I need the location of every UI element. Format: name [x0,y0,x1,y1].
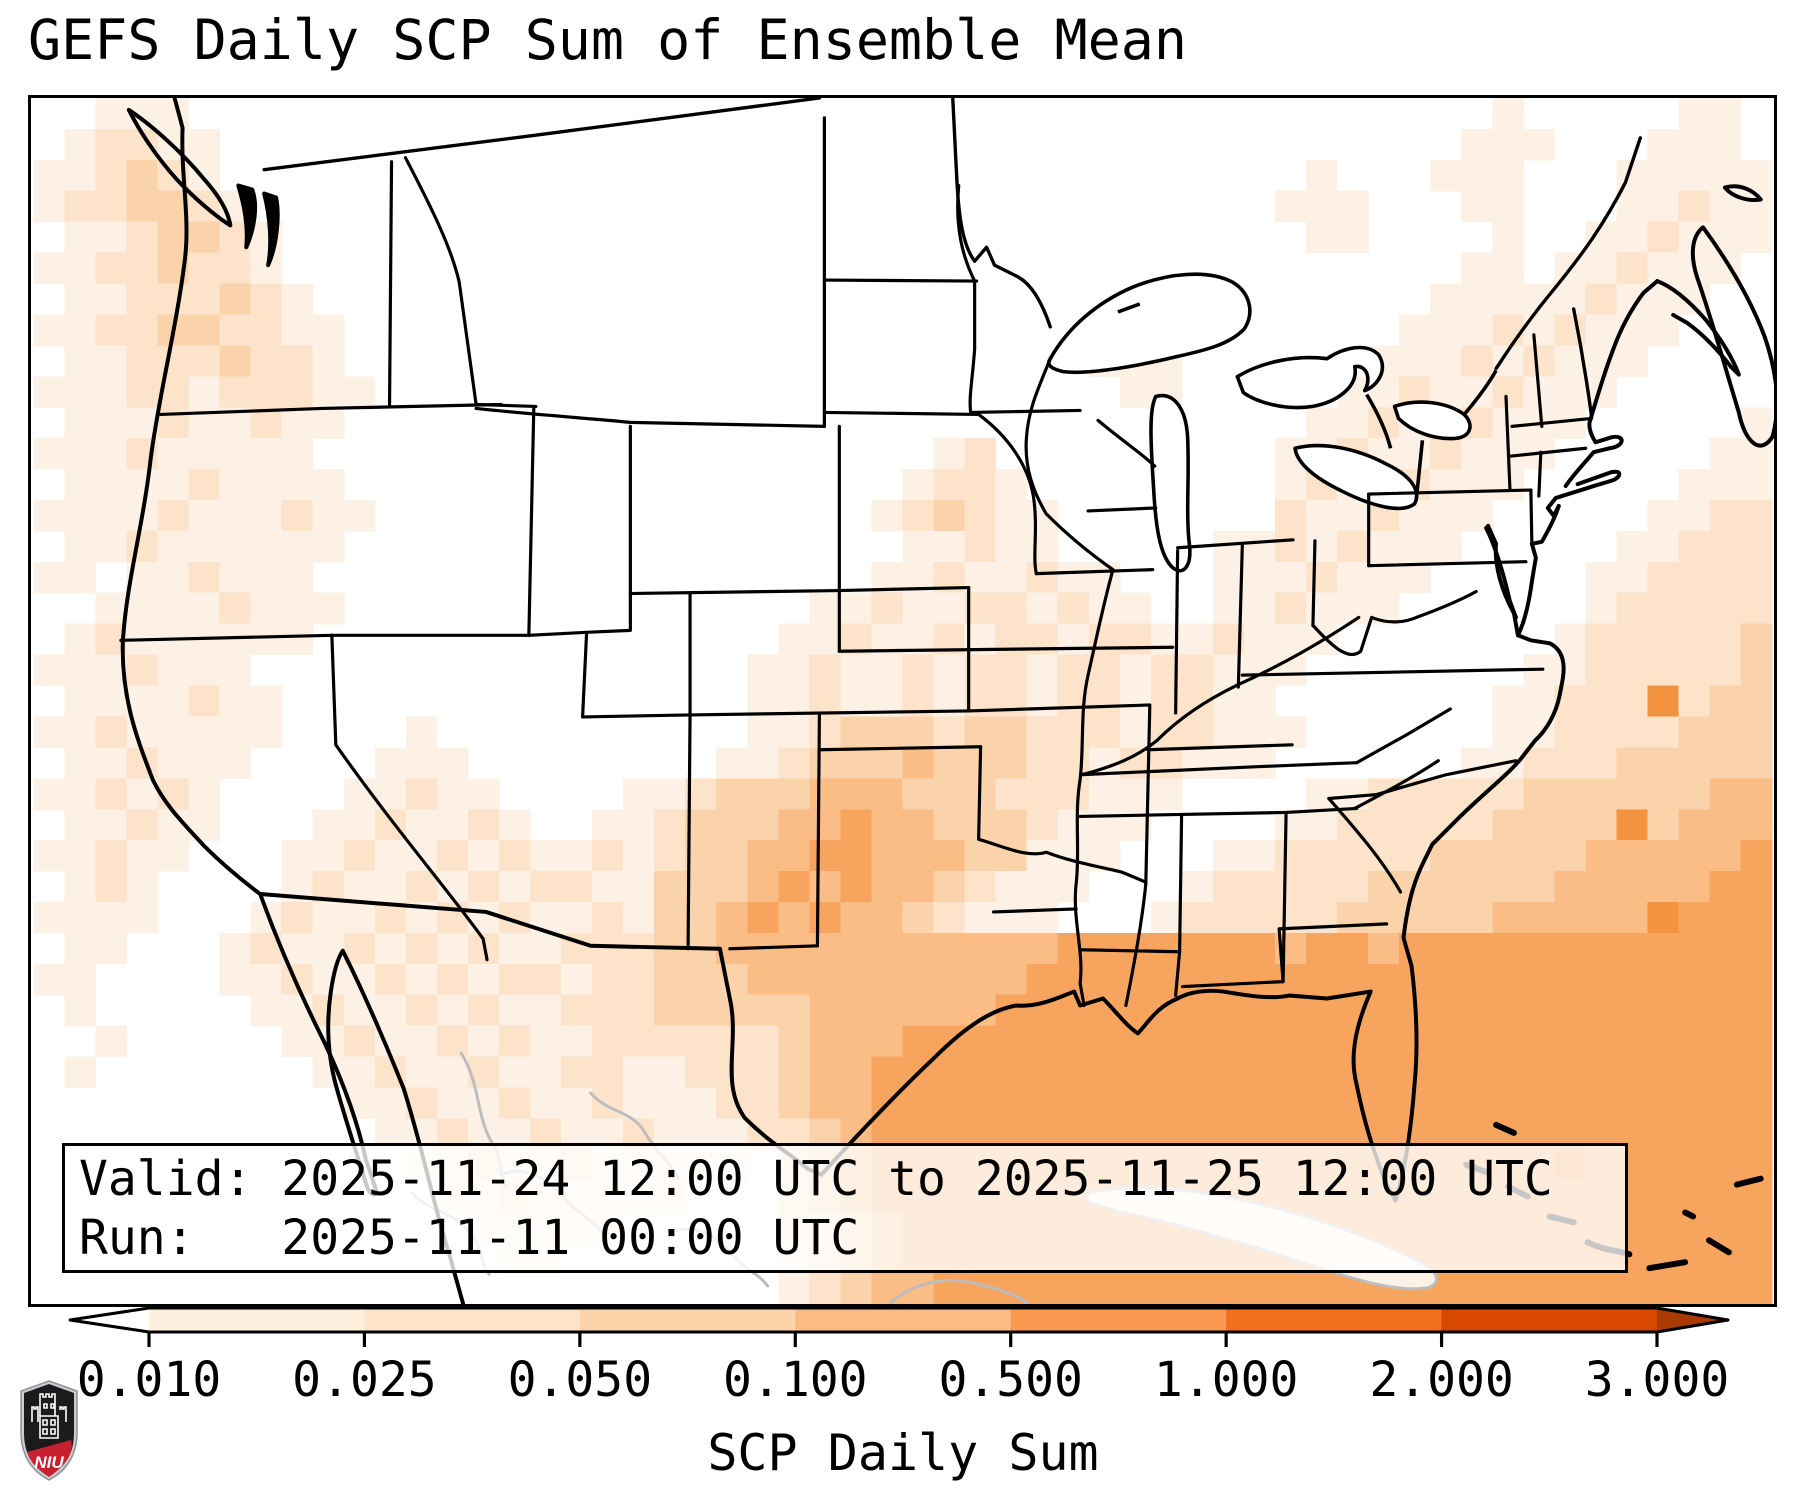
colorbar-axis-label: SCP Daily Sum [707,1424,1099,1482]
figure-title: GEFS Daily SCP Sum of Ensemble Mean [28,8,1187,72]
shield-top [24,1384,74,1452]
niu-logo-text: NIU [34,1453,64,1472]
shield-red [27,1440,72,1477]
colorbar-tick-label: 0.050 [507,1352,653,1408]
colorbar-tick-label: 0.500 [938,1352,1083,1408]
valid-time-text: Valid: 2025-11-24 12:00 UTC to 2025-11-2… [79,1151,1553,1207]
colorbar-tick-label: 0.010 [76,1352,222,1408]
colorbar-segment [1441,1308,1658,1332]
colorbar-over-arrow [1657,1308,1728,1332]
colorbar-segment [1226,1308,1443,1332]
colorbar-tick-label: 1.000 [1153,1352,1299,1408]
colorbar-tick-label: 0.100 [723,1352,868,1408]
colorbar [68,1306,1730,1347]
colorbar-tick-label: 0.025 [292,1352,437,1408]
colorbar-segment [1010,1308,1227,1332]
colorbar-segment [795,1308,1012,1332]
colorbar-tick-label: 2.000 [1369,1352,1514,1408]
colorbar-segment [579,1308,796,1332]
colorbar-segment [364,1308,581,1332]
colorbar-segment [149,1308,366,1332]
niu-logo: NIU [20,1380,78,1481]
us-map [33,98,1774,1304]
run-time-text: Run: 2025-11-11 00:00 UTC [79,1210,860,1266]
scp-heatmap-layer [33,98,1773,1304]
state-borders-layer [119,116,1594,1008]
coastline-layer [120,98,1774,1304]
map-plot-area [28,95,1777,1307]
valid-run-info-box: Valid: 2025-11-24 12:00 UTC to 2025-11-2… [62,1143,1628,1273]
great-lakes-layer [1047,272,1498,573]
colorbar-under-arrow [70,1308,149,1332]
colorbar-tick-label: 3.000 [1584,1352,1730,1408]
castle-icon [31,1393,67,1439]
